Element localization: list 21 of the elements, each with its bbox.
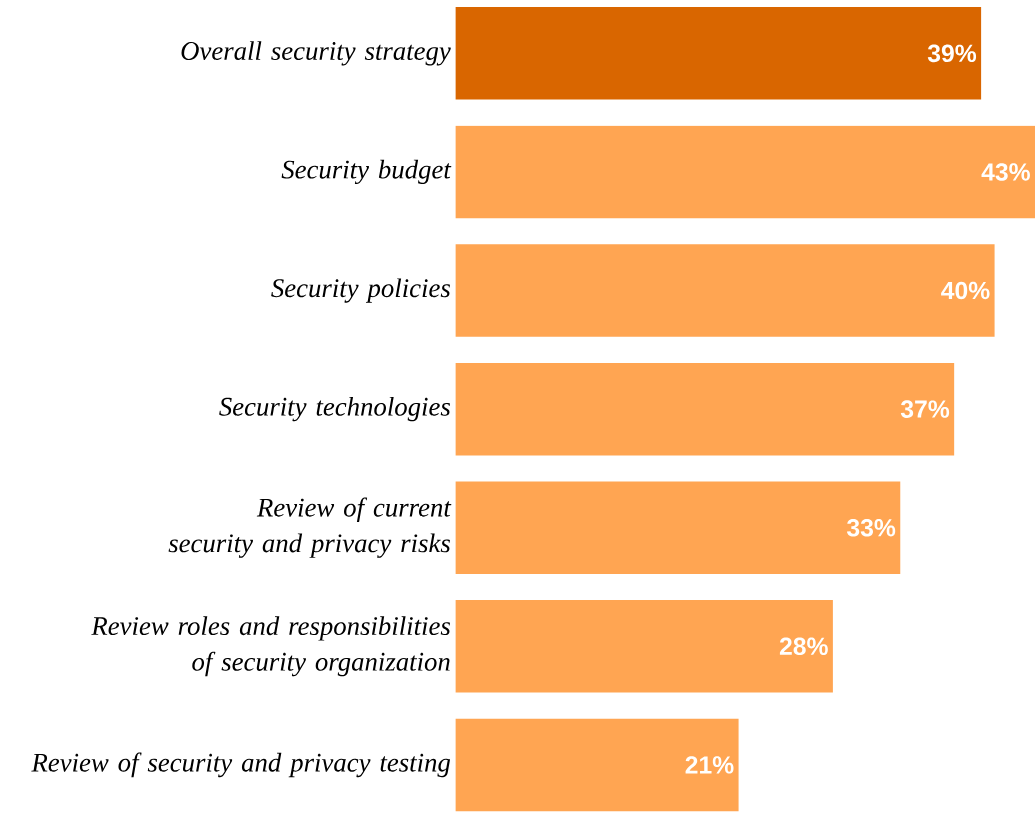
bar: [455, 125, 1035, 219]
y-tick-label: Security policies: [271, 278, 450, 303]
bar: [455, 244, 995, 337]
bar: [455, 6, 982, 100]
bar: [455, 481, 901, 574]
y-tick-label: Overall security strategy: [181, 41, 451, 66]
y-tick-label: Review of security and privacy testing: [31, 752, 451, 778]
data-label: 21%: [685, 756, 734, 774]
bar: [455, 599, 833, 693]
y-tick-label: Review of current security and privacy risks: [168, 497, 452, 558]
bar: [455, 718, 739, 812]
data-label: 43%: [981, 163, 1030, 181]
bar: [455, 362, 955, 456]
data-label: 39%: [927, 44, 977, 62]
y-tick-label: Review roles and responsibilities of security organization: [91, 616, 451, 677]
data-label: 37%: [900, 400, 950, 418]
y-tick-label: Security budget: [281, 159, 452, 184]
data-label: 33%: [846, 518, 896, 537]
y-tick-label: Security technologies: [219, 396, 450, 422]
data-label: 28%: [779, 637, 828, 655]
data-label: 40%: [941, 281, 990, 300]
